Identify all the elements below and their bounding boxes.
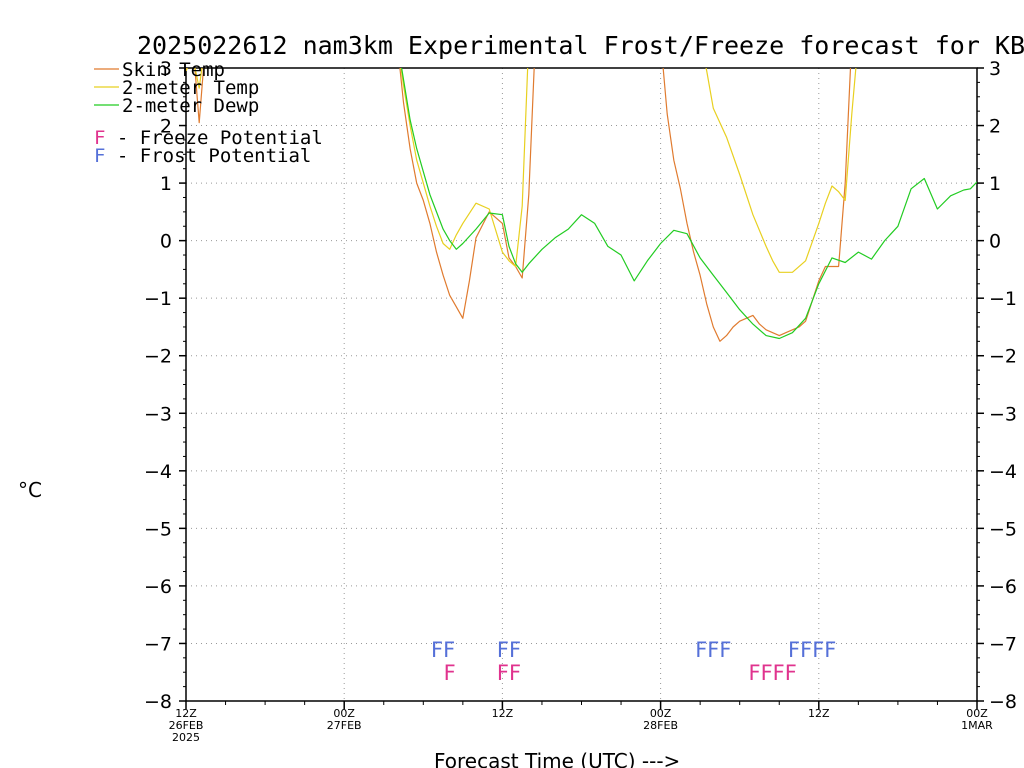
series-layer <box>186 68 977 342</box>
frost-potential-marker: FF <box>497 638 521 662</box>
x-tick-label: 26FEB <box>169 719 204 732</box>
y-tick-label-right: 1 <box>989 173 1001 195</box>
y-tick-label-left: −7 <box>144 633 172 655</box>
frost-potential-marker: FF <box>431 638 455 662</box>
legend-label: 2-meter Temp <box>122 77 259 99</box>
freeze-potential-marker: FFFF <box>748 661 796 685</box>
y-tick-label-left: −4 <box>144 461 172 483</box>
freeze-potential-marker: FF <box>497 661 521 685</box>
y-tick-label-left: 1 <box>160 173 172 195</box>
y-tick-label-left: 0 <box>160 231 172 253</box>
freeze-potential-marker: F <box>444 661 456 685</box>
y-tick-label-right: −8 <box>989 691 1017 713</box>
series-line-2-meter-temp <box>186 68 857 273</box>
x-tick-label: 00Z <box>333 707 355 720</box>
y-tick-label-left: −2 <box>144 346 172 368</box>
y-axis: 3 3 2 2 1 1 0 0 −1 −1 −2 −2 −3 −3 −4 −4 −5 −5 −6 −6 −7 −7 −8 −8 <box>144 58 1017 713</box>
y-tick-label-right: −5 <box>989 518 1017 540</box>
grid-lines <box>186 68 977 701</box>
y-tick-label-left: −1 <box>144 288 172 310</box>
y-tick-label-right: −6 <box>989 576 1017 598</box>
y-tick-label-right: 0 <box>989 231 1001 253</box>
x-tick-label: 1MAR <box>961 719 993 732</box>
y-tick-label-left: −8 <box>144 691 172 713</box>
y-tick-label-left: −3 <box>144 403 172 425</box>
y-axis-label: °C <box>18 478 42 502</box>
series-line-skin-temp <box>186 68 852 342</box>
x-tick-label: 00Z <box>966 707 988 720</box>
x-axis-label: Forecast Time (UTC) ---> <box>434 749 680 768</box>
y-tick-label-right: −3 <box>989 403 1017 425</box>
chart-title: 2025022612 nam3km Experimental Frost/Fre… <box>137 31 1024 60</box>
legend-label: 2-meter Dewp <box>122 95 259 117</box>
frost-potential-marker: FFF <box>695 638 731 662</box>
y-tick-label-right: −4 <box>989 461 1017 483</box>
y-tick-label-left: 2 <box>160 116 172 138</box>
y-tick-label-left: −6 <box>144 576 172 598</box>
x-tick-label: 12Z <box>492 707 514 720</box>
x-tick-label: 28FEB <box>643 719 678 732</box>
legend-label: Skin Temp <box>122 59 225 81</box>
y-tick-label-right: 3 <box>989 58 1001 80</box>
x-tick-label: 27FEB <box>327 719 362 732</box>
y-tick-label-left: 3 <box>160 58 172 80</box>
y-tick-label-right: −1 <box>989 288 1017 310</box>
x-tick-label: 00Z <box>650 707 672 720</box>
x-tick-label: 12Z <box>175 707 197 720</box>
y-tick-label-left: −5 <box>144 518 172 540</box>
y-tick-label-right: −2 <box>989 346 1017 368</box>
y-tick-label-right: −7 <box>989 633 1017 655</box>
y-tick-label-right: 2 <box>989 116 1001 138</box>
potential-legend-label: F - Freeze Potential <box>94 127 323 149</box>
x-tick-label: 2025 <box>172 731 200 744</box>
frost-potential-marker: FFFF <box>788 638 836 662</box>
x-tick-label: 12Z <box>808 707 830 720</box>
series-line-2-meter-dewp <box>401 68 977 340</box>
potential-legend-label: F - Frost Potential <box>94 145 311 167</box>
